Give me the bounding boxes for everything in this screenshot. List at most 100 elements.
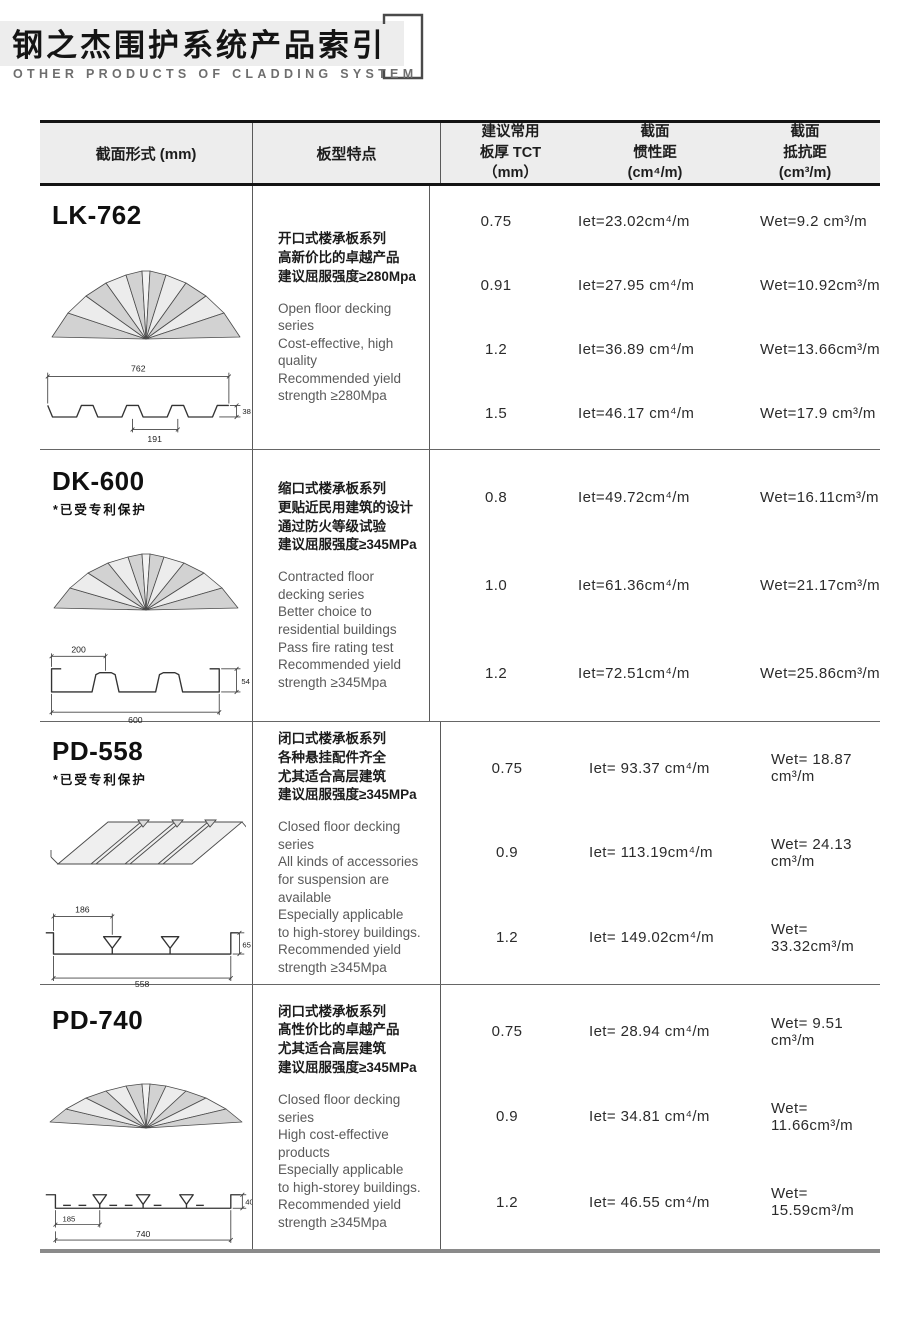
section-shape-cell: PD-740	[40, 985, 253, 1249]
features-chinese: 闭口式楼承板系列 髙性价比的卓越产品 尤其适合高层建筑 建议屈服强度≥345MP…	[278, 1003, 417, 1076]
col-header-section-shape: 截面形式 (mm)	[40, 123, 253, 183]
product-row-pd558: PD-558 *已受专利保护	[40, 722, 880, 989]
profile-3d-drawing	[50, 819, 246, 865]
profile-section-drawing: 186 558 65	[45, 905, 251, 989]
features-cell: 开口式楼承板系列 高新价比的卓越产品 建议屈服强度≥280Mpa Open fl…	[253, 186, 431, 449]
dim-pitch-label: 186	[75, 905, 90, 915]
patent-note: *已受专利保护	[53, 503, 147, 517]
profile-section-drawing: 185 740 40	[45, 1192, 252, 1243]
resistance-value: Wet=13.66cm³/m	[760, 340, 880, 358]
profile-3d-drawing	[49, 1083, 243, 1129]
resistance-value: Wet=25.86cm³/m	[760, 664, 880, 682]
product-row-dk600: DK-600 *已受专利保护	[40, 450, 880, 725]
resistance-value: Wet= 18.87 cm³/m	[771, 751, 852, 786]
thickness-value: 1.2	[495, 929, 519, 947]
inertia-value: Iet=61.36cm⁴/m	[578, 576, 690, 594]
dim-height-label: 54	[241, 677, 250, 686]
thickness-value: 1.5	[485, 404, 508, 422]
thickness-value: 0.75	[480, 213, 512, 231]
inertia-value: Iet=23.02cm⁴/m	[578, 213, 690, 231]
resistance-value: Wet=16.11cm³/m	[760, 489, 879, 507]
dim-height-label: 38	[242, 407, 251, 416]
data-row: 0.75 Iet= 93.37 cm⁴/m Wet= 18.87 cm³/m	[441, 751, 880, 785]
products-table: 截面形式 (mm) 板型特点 建议常用 板厚 TCT （mm） 截面 惯性距 (…	[40, 120, 880, 1253]
dim-pitch-label: 191	[147, 434, 162, 444]
features-chinese: 开口式楼承板系列 高新价比的卓越产品 建议屈服强度≥280Mpa	[278, 231, 416, 284]
thickness-value: 1.0	[485, 576, 508, 594]
inertia-value: Iet=72.51cm⁴/m	[578, 664, 690, 682]
features-english: Closed floor decking series All kinds of…	[278, 819, 421, 975]
inertia-value: Iet= 93.37 cm⁴/m	[589, 759, 710, 777]
data-row: 0.75 Iet=23.02cm⁴/m Wet=9.2 cm³/m	[430, 213, 880, 230]
data-row: 1.2 Iet= 149.02cm⁴/m Wet= 33.32cm³/m	[441, 921, 880, 955]
features-chinese: 闭口式楼承板系列 各种悬挂配件齐全 尤其适合高层建筑 建议屈服强度≥345MPa	[278, 730, 417, 803]
col-header-thickness: 建议常用 板厚 TCT （mm）	[479, 124, 542, 182]
col-header-inertia: 截面 惯性距 (cm⁴/m)	[627, 124, 683, 182]
thickness-value: 0.75	[491, 759, 523, 777]
profile-3d-drawing	[51, 270, 241, 340]
inertia-value: Iet=27.95 cm⁴/m	[578, 277, 695, 295]
features-cell: 闭口式楼承板系列 髙性价比的卓越产品 尤其适合高层建筑 建议屈服强度≥345MP…	[253, 985, 441, 1249]
resistance-value: Wet=17.9 cm³/m	[760, 404, 876, 422]
inertia-value: Iet=46.17 cm⁴/m	[578, 404, 695, 422]
data-row: 0.9 Iet= 113.19cm⁴/m Wet= 24.13 cm³/m	[441, 836, 880, 870]
data-row: 0.75 Iet= 28.94 cm⁴/m Wet= 9.51 cm³/m	[441, 1015, 880, 1049]
data-cell: 0.75 Iet= 93.37 cm⁴/m Wet= 18.87 cm³/m 0…	[441, 722, 880, 984]
product-row-pd740: PD-740	[40, 985, 880, 1253]
product-name: PD-558	[52, 736, 144, 766]
product-name: LK-762	[52, 200, 142, 230]
thickness-value: 0.8	[485, 489, 508, 507]
resistance-value: Wet= 24.13 cm³/m	[771, 835, 852, 870]
features-english: Contracted floor decking series Better c…	[278, 569, 402, 690]
col-header-resistance: 截面 抵抗距 (cm³/m)	[778, 124, 832, 182]
data-cell: 0.75 Iet= 28.94 cm⁴/m Wet= 9.51 cm³/m 0.…	[441, 985, 880, 1249]
dim-height-label: 40	[245, 1197, 252, 1206]
resistance-value: Wet=21.17cm³/m	[760, 576, 880, 594]
dim-height-label: 65	[242, 940, 251, 949]
data-row: 0.9 Iet= 34.81 cm⁴/m Wet= 11.66cm³/m	[441, 1100, 880, 1134]
resistance-value: Wet=9.2 cm³/m	[760, 213, 868, 231]
title-highlight-strip	[0, 21, 404, 66]
thickness-value: 0.75	[491, 1023, 523, 1041]
dim-total-width-label: 558	[135, 979, 150, 989]
thickness-value: 0.91	[480, 277, 512, 295]
profile-3d-drawing	[53, 553, 239, 611]
profile-section-drawing: 762 38 191	[45, 364, 251, 444]
features-english: Closed floor decking series High cost-ef…	[278, 1092, 421, 1230]
dim-pitch-label: 200	[71, 644, 86, 654]
data-cell: 0.8 Iet=49.72cm⁴/m Wet=16.11cm³/m 1.0 Ie…	[430, 450, 880, 721]
inertia-value: Iet= 34.81 cm⁴/m	[589, 1108, 710, 1126]
product-name: PD-740	[52, 1005, 144, 1035]
dim-pitch-label: 185	[62, 1215, 75, 1224]
features-chinese: 缩口式楼承板系列 更贴近民用建筑的设计 通过防火等级试验 建议屈服强度≥345M…	[278, 480, 417, 553]
features-english: Open floor decking series Cost-effective…	[278, 300, 402, 404]
table-header-row: 截面形式 (mm) 板型特点 建议常用 板厚 TCT （mm） 截面 惯性距 (…	[40, 120, 880, 186]
features-cell: 缩口式楼承板系列 更贴近民用建筑的设计 通过防火等级试验 建议屈服强度≥345M…	[253, 450, 431, 721]
data-row: 0.8 Iet=49.72cm⁴/m Wet=16.11cm³/m	[430, 489, 880, 506]
data-row: 1.5 Iet=46.17 cm⁴/m Wet=17.9 cm³/m	[430, 405, 880, 422]
page-title: 钢之杰围护系统产品索引	[12, 28, 386, 63]
features-cell: 闭口式楼承板系列 各种悬挂配件齐全 尤其适合高层建筑 建议屈服强度≥345MPa…	[253, 722, 441, 984]
dim-total-width-label: 762	[131, 364, 146, 374]
profile-section-drawing: 200 600 54	[49, 644, 251, 725]
data-row: 1.2 Iet=36.89 cm⁴/m Wet=13.66cm³/m	[430, 341, 880, 358]
data-cell: 0.75 Iet=23.02cm⁴/m Wet=9.2 cm³/m 0.91 I…	[430, 186, 880, 449]
data-row: 0.91 Iet=27.95 cm⁴/m Wet=10.92cm³/m	[430, 277, 880, 294]
section-shape-cell: DK-600 *已受专利保护	[40, 450, 253, 725]
page-subtitle: OTHER PRODUCTS OF CLADDING SYSTEM	[13, 67, 418, 81]
thickness-value: 1.2	[495, 1193, 519, 1211]
col-header-features: 板型特点	[253, 123, 441, 183]
inertia-value: Iet= 149.02cm⁴/m	[589, 929, 714, 947]
page-header: 钢之杰围护系统产品索引 OTHER PRODUCTS OF CLADDING S…	[0, 0, 920, 104]
resistance-value: Wet= 11.66cm³/m	[771, 1099, 854, 1134]
data-row: 1.2 Iet= 46.55 cm⁴/m Wet= 15.59cm³/m	[441, 1185, 880, 1219]
data-row: 1.2 Iet=72.51cm⁴/m Wet=25.86cm³/m	[430, 665, 880, 682]
thickness-value: 0.9	[495, 844, 519, 862]
thickness-value: 0.9	[495, 1108, 519, 1126]
resistance-value: Wet= 15.59cm³/m	[771, 1185, 855, 1220]
thickness-value: 1.2	[485, 664, 508, 682]
inertia-value: Iet=49.72cm⁴/m	[578, 489, 690, 507]
corner-bracket-decoration	[382, 13, 424, 80]
dim-total-width-label: 740	[136, 1229, 151, 1239]
patent-note: *已受专利保护	[53, 773, 147, 787]
